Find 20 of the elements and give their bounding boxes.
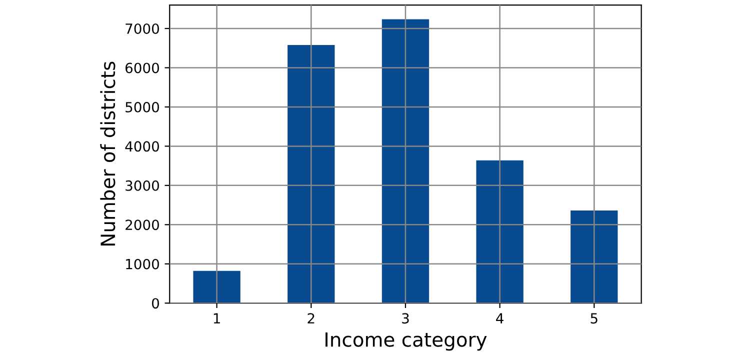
y-tick-label: 4000 [125, 141, 159, 152]
y-tick-label: 2000 [126, 220, 159, 230]
y-axis-title: Number of districts [100, 62, 116, 246]
y-tick-label: 5000 [126, 102, 159, 112]
y-tick-label: 1000 [126, 258, 159, 270]
y-tick-label: 0 [152, 298, 159, 309]
bar [382, 19, 430, 304]
y-tick-label: 7000 [126, 23, 159, 34]
bar [193, 270, 240, 304]
x-tick-label: 4 [496, 313, 504, 324]
y-tick-label: 3000 [126, 180, 159, 191]
x-axis-title: Income category [326, 332, 487, 351]
x-tick-label: 2 [308, 313, 314, 324]
x-tick-label: 1 [214, 313, 220, 324]
bar [570, 210, 618, 304]
x-tick-label: 3 [402, 313, 409, 324]
y-tick-label: 6000 [126, 62, 159, 74]
bar [288, 44, 335, 304]
x-tick-label: 5 [590, 313, 598, 324]
bar [476, 160, 524, 304]
